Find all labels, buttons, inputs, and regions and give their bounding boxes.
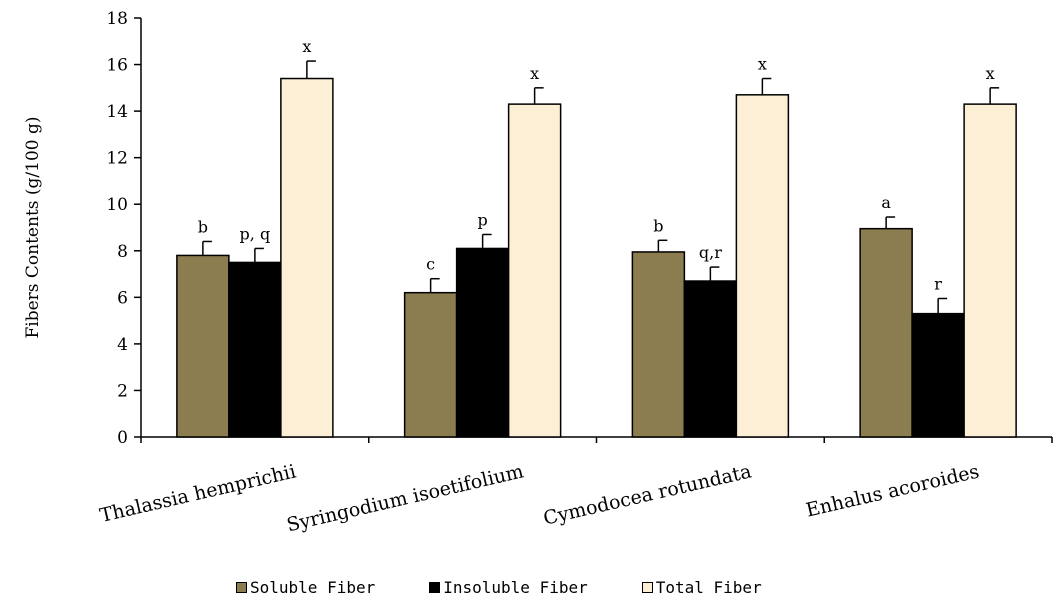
y-tick-label: 0 (117, 428, 128, 448)
significance-label: p, q (240, 224, 271, 243)
bar (228, 261, 282, 438)
legend-item-soluble: Soluble Fiber (236, 578, 375, 597)
x-category-label: Enhalus acoroides (804, 460, 981, 521)
significance-label: b (653, 216, 663, 235)
legend-item-total: Total Fiber (641, 578, 762, 597)
legend-swatch-soluble (236, 582, 247, 593)
significance-label: x (758, 55, 767, 74)
significance-label: c (426, 255, 435, 274)
bar (403, 291, 458, 438)
y-tick-label: 16 (106, 56, 128, 76)
legend-label-total: Total Fiber (655, 578, 762, 597)
significance-label: q,r (699, 243, 722, 262)
y-axis-label: Fibers Contents (g/100 g) (23, 116, 43, 338)
bar (911, 312, 965, 438)
legend-label-insoluble: Insoluble Fiber (443, 578, 588, 597)
bar (280, 77, 334, 438)
significance-label: a (881, 193, 891, 212)
x-category-label: Syringodium isoetifolium (285, 460, 526, 536)
y-tick-label: 6 (117, 288, 128, 308)
significance-label: x (302, 37, 311, 56)
legend: Soluble Fiber Insoluble Fiber Total Fibe… (236, 578, 816, 597)
bar (735, 94, 790, 438)
y-tick-label: 8 (117, 242, 128, 262)
legend-label-soluble: Soluble Fiber (250, 578, 376, 597)
y-tick-label: 4 (117, 335, 128, 355)
x-category-label: Cymodocea rotundata (541, 460, 753, 529)
bar (507, 103, 562, 438)
bar (683, 280, 738, 438)
bar (631, 251, 686, 438)
significance-label: b (198, 217, 208, 236)
significance-label: x (530, 64, 539, 83)
legend-item-insoluble: Insoluble Fiber (429, 578, 588, 597)
significance-label: p (478, 210, 488, 229)
y-tick-label: 12 (106, 149, 128, 169)
bar-chart: 0 2 4 6 8 10 12 14 16 18 Thalassia hemprichiiSyri… (23, 9, 1053, 536)
y-tick-label: 18 (106, 9, 128, 29)
y-tick-label: 2 (117, 381, 128, 401)
bar (859, 227, 913, 438)
bar (455, 247, 510, 438)
y-tick-label: 14 (106, 102, 128, 122)
legend-swatch-total (641, 582, 653, 593)
x-category-label: Thalassia hemprichii (98, 460, 298, 527)
bar (963, 103, 1017, 438)
bar (176, 254, 230, 438)
significance-label: x (986, 64, 995, 83)
y-tick-label: 10 (106, 195, 128, 215)
significance-label: r (934, 274, 942, 293)
bars: b c b a p, q p q,r r x x x x (176, 37, 1017, 438)
y-axis: 0 2 4 6 8 10 12 14 16 18 (106, 9, 142, 448)
legend-swatch-insoluble (429, 582, 441, 593)
